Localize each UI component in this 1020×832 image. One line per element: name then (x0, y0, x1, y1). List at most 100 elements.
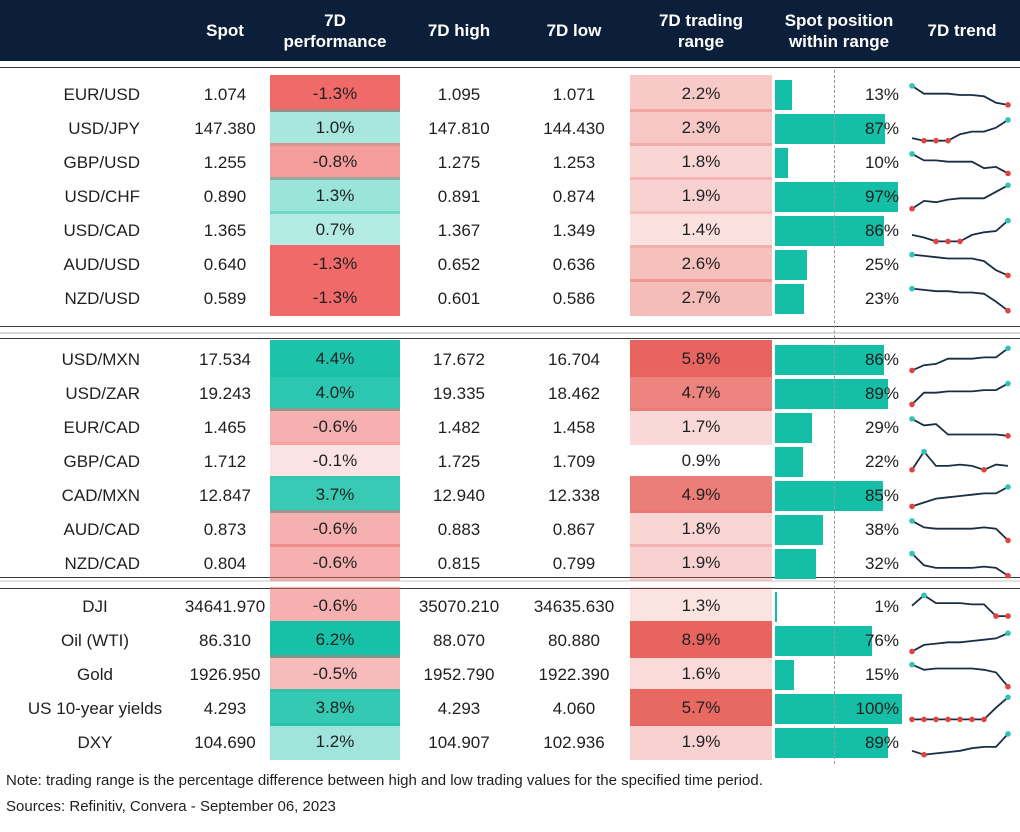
trend-line (911, 382, 1009, 406)
trend-line (911, 552, 1009, 577)
position-bar (775, 114, 886, 144)
trend-high-marker (1005, 630, 1011, 636)
range-cell: 5.8% (630, 340, 772, 377)
spot-value: 86.310 (199, 631, 251, 650)
column-header: Spot position within range (784, 10, 894, 51)
trend-high-marker (1005, 731, 1011, 737)
low-value: 0.636 (552, 255, 596, 274)
trend-low-marker (1005, 537, 1011, 544)
high-value: 0.815 (437, 554, 481, 573)
trend-line (911, 253, 1009, 277)
low-value: 18.462 (548, 384, 600, 403)
position-bar (775, 80, 792, 110)
position-value: 29% (864, 418, 899, 437)
trend-high-marker (909, 518, 915, 524)
table-row: USD/JPY 147.380 1.0% 147.810 144.430 2.3% 87% (0, 109, 1020, 146)
trend-sparkline (911, 117, 1011, 144)
trend-high-marker (1005, 694, 1011, 701)
position-value: 13% (864, 85, 899, 104)
position-bar (775, 660, 795, 690)
range-cell: 2.3% (630, 109, 772, 146)
low-value: 34635.630 (533, 597, 615, 616)
table-row: NZD/USD 0.589 -1.3% 0.601 0.586 2.7% 23% (0, 279, 1020, 316)
trend-line (911, 520, 1009, 542)
trend-low-marker (1005, 683, 1011, 690)
section-divider (0, 338, 1020, 339)
high-value: 104.907 (428, 733, 490, 752)
trend-low-marker (945, 137, 951, 144)
trend-high-marker (1005, 380, 1011, 387)
row-label: DXY (77, 733, 113, 752)
column-header: Spot (206, 21, 244, 40)
trend-low-marker (945, 716, 951, 723)
low-value: 1.709 (552, 452, 596, 471)
table-row: USD/CHF 0.890 1.3% 0.891 0.874 1.9% 97% (0, 177, 1020, 214)
table-row: GBP/USD 1.255 -0.8% 1.275 1.253 1.8% 10% (0, 143, 1020, 180)
section-divider (0, 332, 1020, 334)
trend-low-marker (921, 716, 927, 723)
position-value: 22% (864, 452, 899, 471)
performance-cell: -0.5% (270, 655, 400, 692)
position-value: 86% (864, 350, 899, 369)
trend-line (911, 219, 1009, 243)
trend-line (911, 450, 1009, 471)
trend-line (911, 486, 1009, 508)
position-bar (775, 549, 816, 579)
row-label: USD/ZAR (65, 384, 140, 403)
row-label: USD/CHF (64, 187, 140, 206)
table-row: USD/MXN 17.534 4.4% 17.672 16.704 5.8% 86% (0, 340, 1020, 377)
position-value: 100% (855, 699, 899, 718)
spot-value: 1.255 (203, 153, 247, 172)
trend-sparkline (909, 345, 1011, 374)
trend-low-marker (1005, 613, 1011, 619)
trend-low-marker (993, 613, 999, 619)
spot-value: 0.640 (203, 255, 247, 274)
trend-low-marker (909, 716, 915, 723)
section-divider (0, 580, 1020, 582)
performance-cell: -0.6% (270, 587, 400, 624)
position-value: 86% (864, 221, 899, 240)
trend-low-marker (1005, 272, 1011, 279)
position-value: 32% (864, 554, 899, 573)
spot-value: 12.847 (199, 486, 251, 505)
high-value: 1.095 (437, 85, 481, 104)
column-header (0, 0, 180, 61)
table-row: DJI 34641.970 -0.6% 35070.210 34635.630 1.3% 1… (0, 587, 1020, 624)
row-label: AUD/USD (63, 255, 140, 274)
low-value: 1.458 (552, 418, 596, 437)
position-value: 25% (864, 255, 899, 274)
performance-cell: 1.0% (270, 109, 400, 146)
trend-sparkline (909, 251, 1011, 279)
section-divider (0, 67, 1020, 68)
row-label: CAD/MXN (61, 486, 140, 505)
table-row: Oil (WTI) 86.310 6.2% 88.070 80.880 8.9% 76% (0, 621, 1020, 658)
low-value: 16.704 (548, 350, 600, 369)
trend-low-marker (921, 751, 927, 758)
position-value: 15% (864, 665, 899, 684)
range-cell: 1.6% (630, 655, 772, 692)
performance-cell: 1.2% (270, 723, 400, 760)
trend-sparkline (909, 448, 1009, 473)
trend-line (911, 663, 1009, 688)
trend-sparkline (911, 217, 1011, 245)
row-label: USD/MXN (61, 350, 140, 369)
trend-high-marker (1005, 117, 1011, 123)
trend-sparkline (909, 550, 1011, 579)
trend-sparkline (909, 661, 1011, 690)
high-value: 19.335 (433, 384, 485, 403)
range-midline (834, 70, 835, 764)
row-label: USD/JPY (68, 119, 140, 138)
trend-line (911, 347, 1009, 372)
trend-line (911, 418, 1009, 437)
trend-high-marker (1005, 217, 1011, 224)
range-cell: 2.6% (630, 245, 772, 282)
spot-value: 104.690 (194, 733, 256, 752)
trend-low-marker (933, 137, 939, 144)
position-value: 76% (864, 631, 899, 650)
trend-line (911, 733, 1009, 756)
trend-low-marker (933, 238, 939, 245)
position-bar (775, 379, 889, 409)
spot-value: 147.380 (194, 119, 256, 138)
trend-line (911, 85, 1009, 106)
footnote: Note: trading range is the percentage di… (6, 772, 763, 789)
